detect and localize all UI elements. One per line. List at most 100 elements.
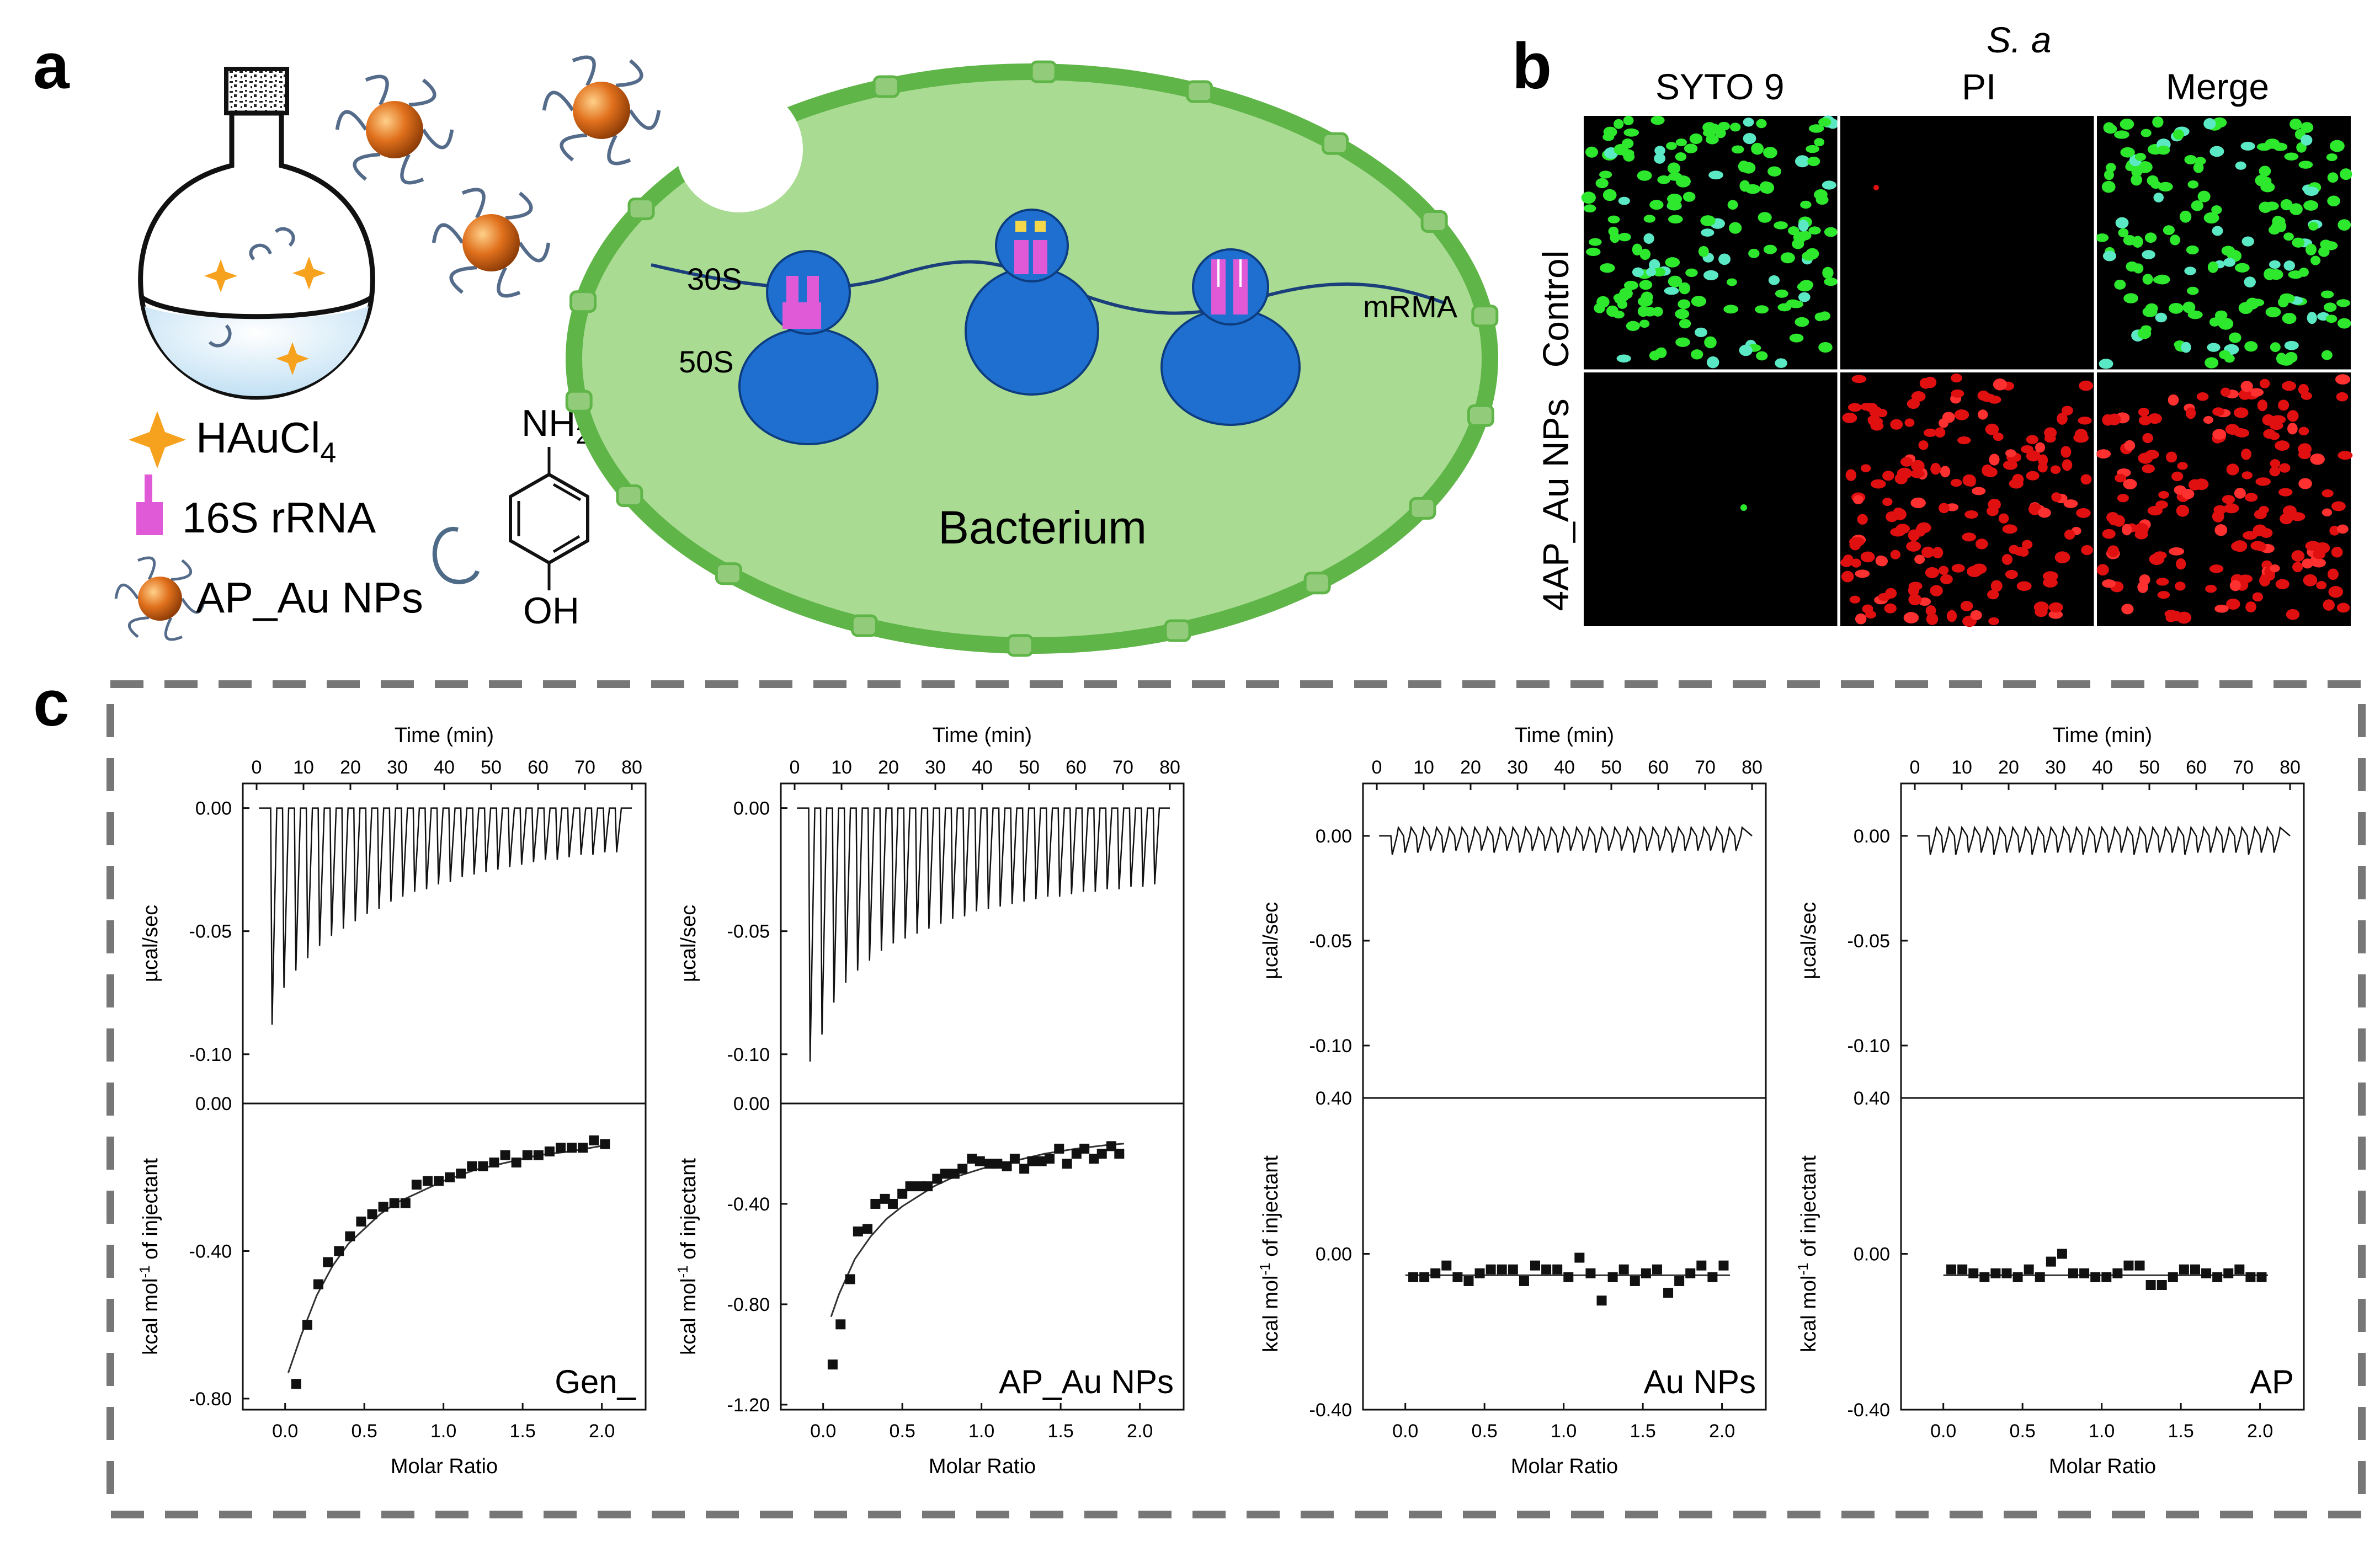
data-point: [511, 1157, 521, 1167]
data-point: [500, 1150, 510, 1160]
ratio-axis-label: Molar Ratio: [929, 1455, 1036, 1478]
power-tick-label: 0.00: [733, 798, 770, 819]
time-tick-label: 0: [252, 757, 262, 778]
data-point: [1096, 1148, 1107, 1159]
data-point: [835, 1319, 846, 1330]
ratio-tick-label: 0.0: [810, 1421, 836, 1442]
data-point: [1607, 1272, 1618, 1282]
ratio-tick-label: 1.0: [430, 1421, 456, 1442]
ratio-tick-label: 2.0: [589, 1421, 615, 1442]
heat-tick-label: 0.00: [733, 1094, 770, 1115]
bacterium: Bacterium mRMA 30S 50S: [565, 60, 1499, 657]
data-point: [2201, 1268, 2212, 1278]
heat-tick-label: 0.00: [1854, 1244, 1890, 1265]
data-point: [975, 1156, 985, 1166]
data-point: [456, 1169, 466, 1179]
thermogram-trace: [259, 807, 632, 1025]
microscopy-grid: [1581, 115, 2353, 627]
thermogram-trace: [797, 807, 1170, 1062]
data-point: [356, 1216, 366, 1227]
data-point: [1089, 1154, 1099, 1164]
power-axis-label: µcal/sec: [1797, 902, 1820, 979]
panel-c-dashed-frame: [107, 680, 2366, 1518]
time-tick-label: 50: [1601, 757, 1622, 778]
itc-charts: Time (min)0 10 20 30 40 50 60 70 800.00-0.05-0.1…: [136, 724, 2305, 1478]
data-point: [1630, 1276, 1640, 1286]
panel-c: c Time (min)0 10 20 30 40 50 60 70 800.00-0.05-0…: [33, 667, 2366, 1518]
micrograph-4ap-pi: [1840, 372, 2094, 627]
time-tick-label: 60: [528, 757, 549, 778]
time-tick-label: 50: [1019, 757, 1040, 778]
time-tick-label: 30: [2045, 757, 2066, 778]
ratio-tick-label: 1.0: [2089, 1421, 2115, 1442]
data-point: [1696, 1260, 1707, 1271]
wall-pore: [627, 198, 655, 221]
panel-b-letter: b: [1512, 30, 1552, 103]
ratio-tick-label: 1.5: [1630, 1421, 1655, 1442]
heat-axis-label: kcal mol-1 of injectant: [136, 1158, 162, 1355]
heat-tick-label: 0.00: [1316, 1244, 1352, 1265]
time-tick-label: 50: [2139, 757, 2160, 778]
micrograph-control-pi: [1840, 116, 2094, 370]
time-tick-label: 70: [1695, 757, 1716, 778]
data-point: [478, 1161, 488, 1171]
data-point: [887, 1198, 898, 1209]
data-point: [2046, 1256, 2056, 1267]
data-point: [2190, 1264, 2200, 1275]
time-tick-label: 0: [1910, 757, 1920, 778]
time-axis-label: Time (min): [1515, 724, 1614, 747]
heat-tick-label: -0.40: [727, 1194, 770, 1215]
wall-pore: [1030, 60, 1057, 83]
data-point: [411, 1180, 422, 1190]
nanoparticle: [432, 188, 551, 298]
sample-label: AP_Au NPs: [999, 1363, 1174, 1400]
rrna-icon: [136, 474, 163, 535]
time-tick-label: 80: [1742, 757, 1763, 778]
data-point: [389, 1198, 400, 1208]
time-tick-label: 10: [831, 757, 852, 778]
apnp-label: AP_Au NPs: [196, 573, 423, 622]
ratio-tick-label: 0.5: [2010, 1421, 2036, 1442]
flask-ap-ligand: [208, 227, 295, 348]
data-point: [853, 1227, 863, 1237]
heat-tick-label: 0.00: [195, 1094, 232, 1115]
flask-liquid: [145, 306, 369, 396]
wall-pore: [1471, 305, 1499, 328]
species-label: S. a: [1987, 19, 2051, 60]
data-point: [862, 1224, 873, 1234]
data-point: [2112, 1268, 2123, 1278]
data-point: [1463, 1276, 1474, 1286]
thermogram-trace: [1917, 825, 2291, 855]
time-tick-label: 40: [1554, 757, 1575, 778]
time-tick-label: 0: [790, 757, 800, 778]
data-point: [1430, 1268, 1441, 1278]
data-point: [522, 1150, 533, 1160]
time-axis-label: Time (min): [933, 724, 1032, 747]
itc-chart: Time (min) 0 10 20 30 40 50 60 70 80 0.00 -0.05 -0.1…: [136, 724, 647, 1478]
ratio-tick-label: 1.5: [1047, 1421, 1073, 1442]
power-tick-label: -0.10: [1847, 1036, 1891, 1057]
sample-label: AP: [2250, 1363, 2294, 1400]
time-tick-label: 60: [1066, 757, 1087, 778]
ribosome-3: [1160, 248, 1301, 426]
heat-tick-label: -0.40: [1847, 1400, 1891, 1421]
time-tick-label: 0: [1372, 757, 1382, 778]
time-tick-label: 70: [1112, 757, 1133, 778]
data-point: [1419, 1272, 1430, 1282]
data-point: [1036, 1156, 1047, 1166]
data-point: [1674, 1276, 1685, 1286]
heat-axis-label: kcal mol-1 of injectant: [1256, 1155, 1282, 1352]
ratio-tick-label: 1.5: [2168, 1421, 2193, 1442]
time-tick-label: 20: [1460, 757, 1481, 778]
ligand-curl-icon: [432, 526, 480, 584]
wall-entry-hole: [676, 86, 803, 212]
data-point: [2123, 1260, 2134, 1271]
data-point: [378, 1202, 388, 1212]
heat-axis-label: kcal mol-1 of injectant: [674, 1158, 700, 1355]
time-tick-label: 40: [434, 757, 455, 778]
wall-pore: [850, 614, 878, 637]
30s-label: 30S: [687, 262, 742, 296]
data-point: [1114, 1148, 1125, 1159]
data-point: [2157, 1280, 2167, 1290]
